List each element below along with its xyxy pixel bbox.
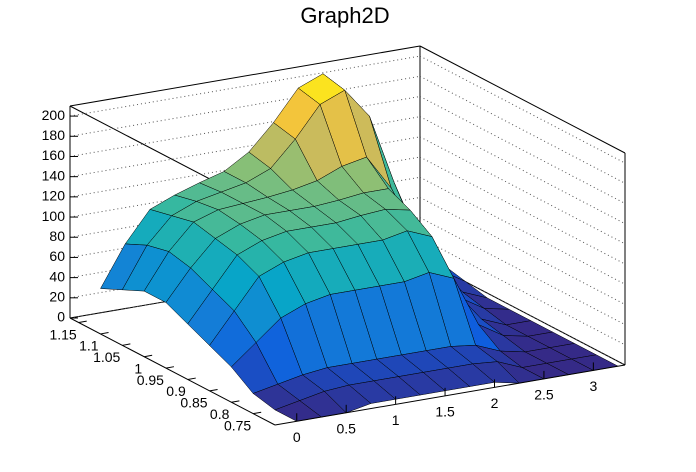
y-tick (253, 411, 262, 415)
grid-line (419, 176, 626, 285)
y-tick-label: 1 (134, 360, 142, 376)
x-tick-label: 2 (491, 395, 499, 411)
z-tick-label: 120 (42, 188, 66, 204)
y-tick-label: 0.8 (210, 406, 230, 422)
grid-line (419, 136, 626, 245)
x-tick-label: 3 (589, 378, 597, 394)
z-tick-label: 100 (42, 208, 66, 224)
grid-line (419, 257, 626, 366)
y-tick (231, 400, 240, 403)
y-tick-label: 0.75 (224, 417, 251, 433)
y-tick (100, 332, 109, 335)
grid-line (419, 217, 626, 326)
grid-line (419, 196, 626, 305)
x-axis (274, 364, 626, 426)
grid-line (69, 55, 421, 117)
grid-line (419, 156, 626, 265)
y-tick-label: 0.9 (166, 383, 186, 399)
z-tick-label: 0 (57, 309, 65, 325)
x-tick-label: 2.5 (534, 387, 554, 403)
grid-line (419, 237, 626, 346)
y-tick (122, 343, 131, 346)
y-tick-label: 0.85 (180, 395, 207, 411)
grid-line (419, 116, 626, 225)
z-tick-label: 40 (49, 268, 65, 284)
frame-edge (419, 45, 626, 154)
y-tick-label: 1.15 (49, 326, 76, 342)
z-tick-label: 20 (49, 289, 65, 305)
y-tick (165, 366, 175, 369)
x-tick-label: 0.5 (336, 420, 356, 436)
y-tick-label: 1.05 (93, 349, 120, 365)
z-tick-label: 80 (49, 228, 65, 244)
x-tick-label: 1.5 (435, 404, 455, 420)
z-tick-label: 60 (49, 248, 65, 264)
z-tick-label: 160 (42, 147, 66, 163)
x-tick-label: 0 (293, 429, 301, 445)
y-tick (78, 320, 87, 324)
frame-edge (69, 45, 421, 107)
grid-line (419, 96, 626, 204)
y-tick-label: 1.1 (79, 338, 99, 354)
x-tick-label: 1 (392, 412, 400, 428)
y-tick (209, 388, 218, 392)
z-tick-label: 140 (42, 167, 66, 183)
y-tick-label: 0.95 (137, 372, 164, 388)
y-tick (187, 377, 196, 380)
y-tick (144, 354, 153, 358)
z-tick-label: 200 (42, 107, 66, 123)
z-tick-label: 180 (42, 127, 66, 143)
grid-line (419, 55, 626, 164)
chart-title: Graph2D (300, 3, 389, 28)
grid-line (419, 75, 626, 184)
y-axis (69, 317, 276, 426)
